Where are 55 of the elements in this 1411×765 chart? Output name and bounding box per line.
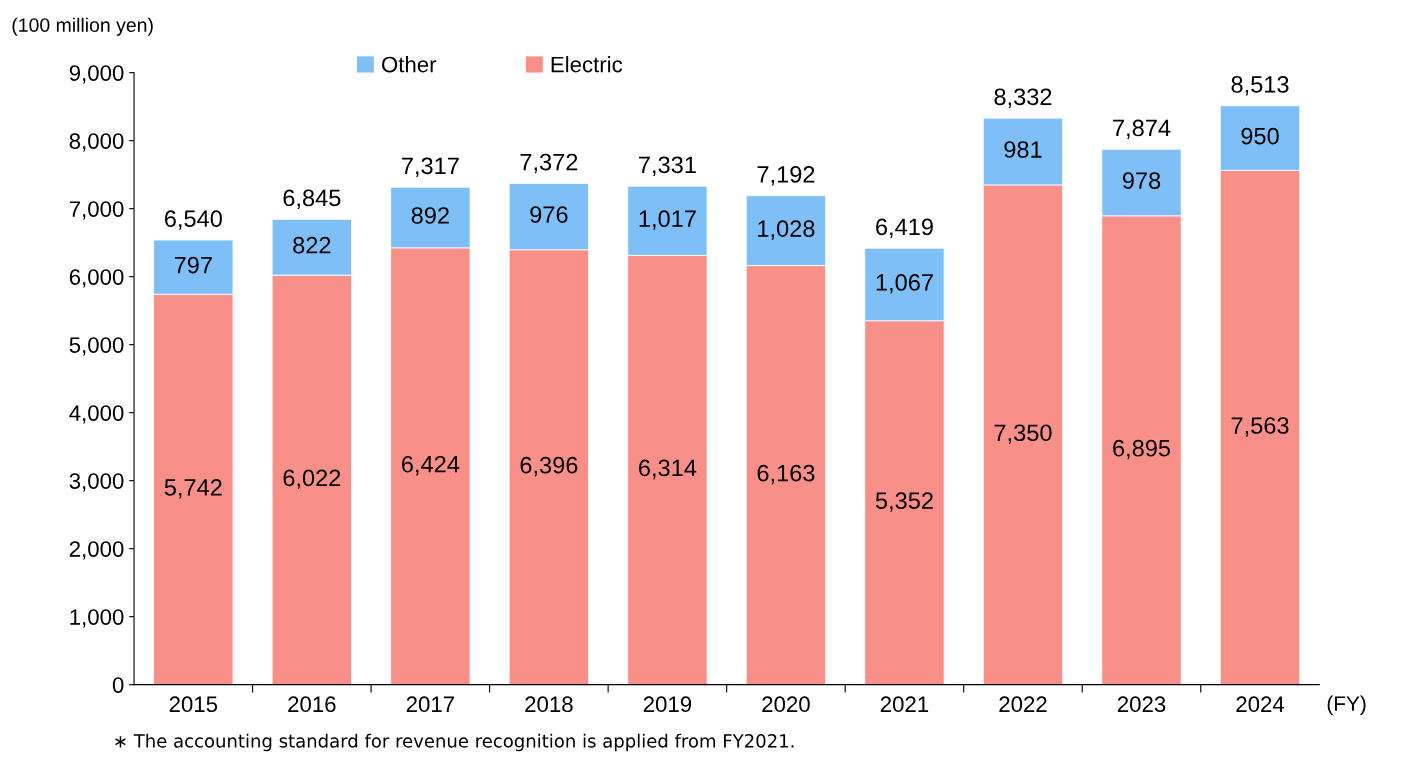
y-tick-label: 6,000 bbox=[69, 269, 124, 288]
total-label: 7,331 bbox=[639, 156, 696, 176]
data-label: 797 bbox=[174, 256, 212, 274]
legend-label: Other bbox=[382, 56, 437, 73]
y-tick-label: 5,000 bbox=[69, 337, 124, 356]
x-tick-label: 2016 bbox=[288, 696, 336, 713]
data-label: 978 bbox=[1122, 172, 1161, 189]
data-label: 981 bbox=[1004, 141, 1042, 158]
data-label: 822 bbox=[293, 236, 331, 254]
y-tick-label: 4,000 bbox=[69, 405, 124, 424]
data-label: 892 bbox=[411, 207, 449, 224]
data-label: 6,314 bbox=[639, 459, 697, 480]
total-label: 7,192 bbox=[757, 165, 815, 186]
data-label: 6,022 bbox=[283, 469, 341, 490]
data-label: 7,350 bbox=[994, 424, 1052, 444]
x-tick-label: 2019 bbox=[643, 696, 692, 713]
data-label: 6,396 bbox=[520, 456, 578, 477]
total-label: 7,372 bbox=[520, 153, 578, 174]
y-tick-label: 7,000 bbox=[69, 201, 124, 220]
y-tick-label: 1,000 bbox=[70, 609, 124, 628]
y-axis-title: (100 million yen) bbox=[12, 17, 153, 36]
data-label: 950 bbox=[1241, 127, 1279, 145]
data-label: 976 bbox=[530, 206, 568, 223]
data-label: 1,028 bbox=[758, 220, 815, 240]
total-label: 7,317 bbox=[402, 157, 459, 177]
y-tick-label: 9,000 bbox=[69, 65, 124, 84]
data-label: 1,067 bbox=[876, 274, 933, 294]
x-tick-label: 2021 bbox=[880, 696, 929, 713]
y-tick-label: 8,000 bbox=[69, 133, 124, 152]
data-label: 5,742 bbox=[164, 479, 222, 499]
total-label: 6,845 bbox=[283, 189, 341, 210]
legend-label: Electric bbox=[551, 56, 623, 73]
data-label: 7,563 bbox=[1231, 417, 1289, 437]
x-tick-label: 2024 bbox=[1236, 696, 1285, 713]
text: ∗ The accounting standard for revenue recognition is applied from FY2021. bbox=[115, 733, 794, 752]
total-label: 6,419 bbox=[876, 218, 933, 238]
data-label: 1,017 bbox=[639, 210, 696, 230]
y-tick-label: 3,000 bbox=[69, 473, 124, 492]
total-label: 7,874 bbox=[1113, 119, 1171, 140]
y-tick-label: 2,000 bbox=[69, 541, 124, 560]
x-tick-label: 2018 bbox=[525, 696, 573, 713]
x-tick-label: 2015 bbox=[169, 696, 218, 713]
x-tick-label: 2023 bbox=[1117, 696, 1166, 713]
total-label: 6,540 bbox=[164, 210, 222, 230]
x-tick-label: 2020 bbox=[762, 696, 810, 713]
x-axis-title: (FY) bbox=[1327, 695, 1366, 716]
x-tick-label: 2017 bbox=[406, 696, 454, 713]
total-label: 8,513 bbox=[1231, 76, 1289, 96]
total-label: 8,332 bbox=[994, 88, 1052, 108]
data-label: 6,163 bbox=[757, 464, 815, 485]
x-tick-label: 2022 bbox=[999, 696, 1047, 713]
data-label: 5,352 bbox=[875, 492, 933, 512]
data-label: 6,895 bbox=[1113, 439, 1171, 460]
data-label: 6,424 bbox=[402, 455, 460, 476]
y-tick-label: 0 bbox=[112, 677, 124, 693]
